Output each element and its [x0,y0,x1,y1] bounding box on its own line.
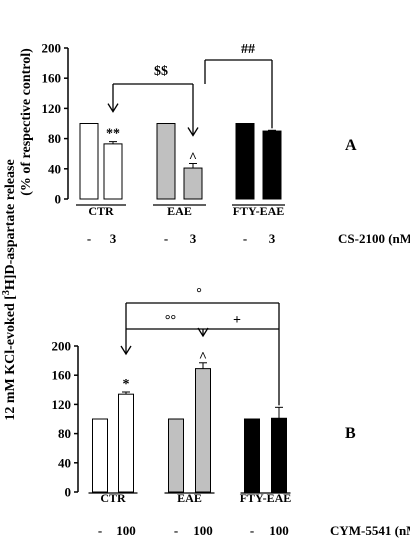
treatment-label: CYM-5541 (nM) [330,523,410,538]
bar [271,417,287,493]
y-tick-label: 0 [65,485,72,500]
bar [103,143,123,200]
y-tick-label: 120 [42,101,62,116]
bracket-label: ° [196,286,202,301]
x-tick-label: 3 [269,231,276,246]
bracket-label: ## [241,42,255,57]
y-tick-label: 40 [48,161,61,176]
y-tick-label: 80 [48,131,61,146]
y-tick-label: 40 [58,455,71,470]
bar [262,130,282,200]
x-tick-label: 100 [269,523,289,538]
bar [156,123,176,200]
bar [79,123,99,200]
group-label: EAE [177,491,202,505]
significance-marker: ** [106,127,120,142]
significance-marker: ^ [189,151,197,166]
x-tick-label: - [250,523,254,538]
bar [195,368,211,493]
y-tick-label: 200 [52,339,72,354]
treatment-label: CS-2100 (nM) [338,231,410,246]
panel-label: A [345,137,357,154]
y-tick-label: 160 [52,368,72,383]
y-axis-label-sup: 3 [1,290,12,295]
y-axis-label-rest: H]D-aspartate release [3,159,18,290]
x-tick-label: - [98,523,102,538]
x-tick-label: - [87,231,91,246]
y-tick-label: 160 [42,71,62,86]
y-axis-label-main: 12 mM KCl-evoked [ [3,295,18,421]
group-label: FTY-EAE [233,204,285,218]
bracket-arrowhead [197,327,209,338]
x-tick-label: - [243,231,247,246]
x-tick-label: - [174,523,178,538]
y-tick-label: 200 [42,41,62,56]
y-tick-label: 120 [52,397,72,412]
group-label: CTR [100,491,126,505]
bracket-label: + [233,313,241,328]
y-tick-label: 80 [58,426,71,441]
panel-label: B [345,425,356,442]
y-axis-label: 12 mM KCl-evoked [3H]D-aspartate release [1,159,19,420]
group-label: FTY-EAE [240,491,292,505]
bracket-label: °° [165,313,176,328]
bar [244,418,260,493]
bracket-arrowhead [187,127,199,137]
group-label: EAE [167,204,192,218]
group-label: CTR [88,204,114,218]
x-tick-label: 100 [116,523,136,538]
panel-a: 0 40 80 120 160 200 CTR EAE FTY-EAE - 3 - 3 - 3 CS-2100… [42,41,410,247]
bar [118,393,134,493]
bar [183,167,203,200]
x-tick-label: 3 [110,231,117,246]
y-axis-label-paren: (% of respective control) [19,48,34,196]
bar [235,123,255,200]
x-tick-label: 3 [190,231,197,246]
bar [92,418,108,493]
bracket-label: $$ [154,64,168,79]
significance-marker: * [123,377,130,392]
bar [168,418,184,493]
significance-marker: ^ [199,350,207,365]
x-tick-label: - [164,231,168,246]
x-tick-label: 100 [193,523,213,538]
y-tick-label: 0 [55,192,62,207]
bracket-arrowhead [120,345,132,356]
bracket-arrowhead [107,103,119,113]
